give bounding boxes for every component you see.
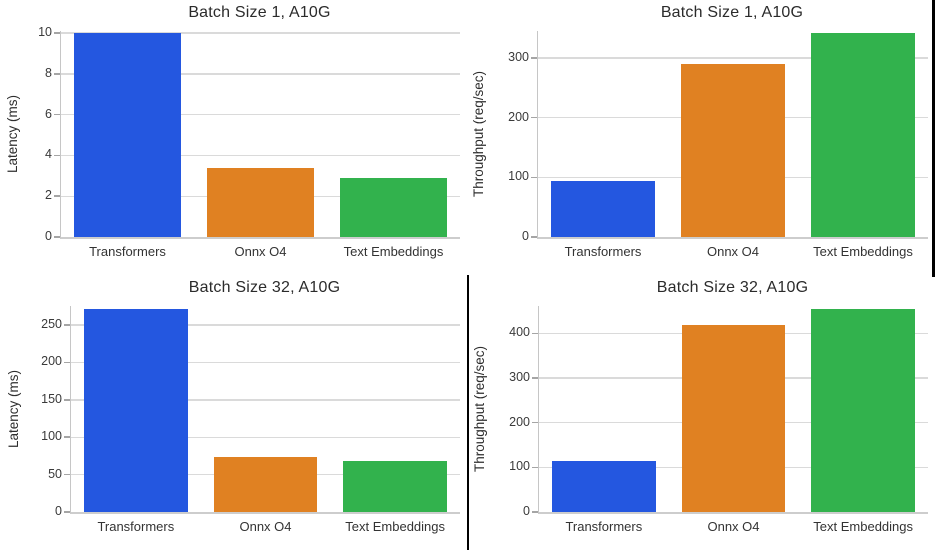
- gridline: [71, 361, 460, 364]
- y-tick-label: 0: [55, 504, 62, 518]
- y-tick-label: 50: [48, 466, 62, 481]
- x-tick-label: Text Embeddings: [813, 519, 914, 534]
- x-tick-label: Text Embeddings: [345, 519, 446, 534]
- bar-text-embeddings: [811, 33, 915, 237]
- y-tick-label: 200: [509, 414, 530, 429]
- y-tick-label: 0: [45, 229, 52, 243]
- x-tick-label: Transformers: [89, 244, 166, 259]
- y-axis-label: Throughput (req/sec): [472, 345, 487, 473]
- y-tick-mark: [54, 32, 60, 34]
- y-tick-mark: [54, 73, 60, 75]
- chart-title: Batch Size 32, A10G: [188, 279, 341, 296]
- x-tick-label: Onnx O4: [706, 244, 760, 259]
- chart-title: Batch Size 32, A10G: [656, 279, 809, 296]
- y-tick-label: 100: [41, 429, 62, 444]
- y-tick-mark: [532, 511, 538, 513]
- bar-text-embeddings: [811, 308, 916, 512]
- bar-transformers: [551, 460, 656, 512]
- y-tick-mark: [64, 399, 70, 401]
- y-tick-label: 6: [45, 106, 52, 121]
- y-tick-label: 0: [523, 504, 530, 518]
- bar-transformers: [551, 181, 655, 237]
- y-tick-label: 200: [41, 354, 62, 369]
- y-tick-mark: [531, 57, 537, 59]
- y-tick-mark: [54, 236, 60, 238]
- y-tick-mark: [532, 466, 538, 469]
- x-tick-label: Onnx O4: [707, 519, 760, 534]
- plot-area: 0 50 100 150 200 250 Transformers Onnx O4 Text E…: [41, 306, 460, 534]
- x-tick-label: Transformers: [564, 244, 642, 259]
- y-tick-label: 200: [508, 109, 529, 124]
- y-tick-label: 250: [41, 317, 62, 332]
- gridline: [61, 32, 460, 34]
- top-right-border-line: [932, 0, 935, 277]
- bar-onnx-o4: [681, 64, 785, 237]
- x-tick-label: Text Embeddings: [343, 244, 444, 259]
- plot-area: 0 2 4 6 8 10 Transformers Onnx O4 Text Embedding…: [38, 25, 460, 259]
- bar-text-embeddings: [343, 461, 448, 512]
- x-tick-label: Onnx O4: [239, 519, 292, 534]
- y-tick-label: 300: [509, 369, 530, 384]
- y-tick-mark: [64, 511, 70, 513]
- y-tick-mark: [532, 421, 538, 424]
- bar-transformers: [83, 308, 188, 512]
- y-tick-mark: [531, 236, 537, 238]
- x-tick-label: Transformers: [97, 519, 175, 534]
- y-tick-mark: [532, 377, 538, 379]
- y-tick-label: 400: [509, 325, 530, 340]
- chart-title: Batch Size 1, A10G: [188, 4, 331, 21]
- y-tick-mark: [64, 436, 70, 438]
- y-tick-label: 100: [508, 169, 529, 184]
- y-tick-label: 10: [38, 25, 52, 40]
- x-tick-label: Onnx O4: [234, 244, 287, 259]
- bar-onnx-o4: [213, 456, 318, 512]
- bar-onnx-o4: [207, 167, 314, 237]
- gridline: [61, 154, 460, 157]
- plot-area: 0 100 200 300 400 Transformers Onnx O4 Text Emb…: [509, 306, 928, 534]
- gridline: [71, 399, 460, 401]
- gridline: [61, 113, 460, 116]
- y-tick-mark: [531, 116, 537, 119]
- y-tick-label: 150: [41, 391, 62, 406]
- bar-onnx-o4: [681, 324, 786, 512]
- y-tick-label: 100: [509, 459, 530, 474]
- chart-title: Batch Size 1, A10G: [660, 4, 804, 21]
- y-tick-label: 300: [508, 49, 529, 64]
- x-tick-label: Transformers: [565, 519, 643, 534]
- y-tick-mark: [532, 332, 538, 334]
- y-tick-mark: [54, 195, 60, 197]
- y-tick-mark: [54, 154, 60, 157]
- gridline: [71, 436, 460, 438]
- y-tick-label: 2: [45, 188, 52, 203]
- bottom-divider-line: [466, 275, 469, 550]
- y-tick-mark: [531, 176, 537, 179]
- gridline: [71, 324, 460, 326]
- gridline: [61, 73, 460, 75]
- y-tick-mark: [64, 361, 70, 364]
- y-tick-label: 8: [45, 65, 52, 80]
- y-tick-label: 0: [522, 229, 529, 243]
- y-tick-mark: [64, 473, 70, 476]
- gridline: [538, 57, 928, 59]
- bar-transformers: [74, 33, 181, 237]
- bar-text-embeddings: [340, 177, 447, 237]
- y-tick-mark: [54, 113, 60, 116]
- y-tick-mark: [64, 324, 70, 326]
- x-tick-label: Text Embeddings: [813, 244, 913, 259]
- y-tick-label: 4: [45, 147, 52, 162]
- plot-area: 0 100 200 300 Transformers Onnx O4 Text Embedd…: [508, 31, 928, 259]
